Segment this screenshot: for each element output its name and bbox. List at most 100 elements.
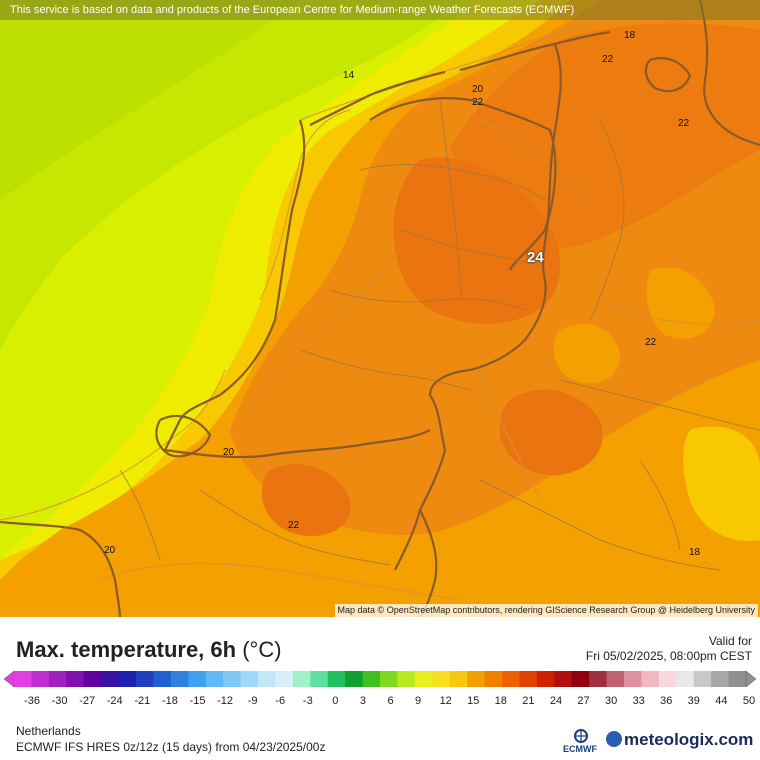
- color-scale-bar: [4, 671, 756, 687]
- color-scale-cell: [536, 671, 555, 687]
- color-scale-cell: [31, 671, 50, 687]
- scale-tick-label: 33: [632, 695, 645, 707]
- color-scale-cell: [362, 671, 381, 687]
- color-scale-cell: [571, 671, 590, 687]
- scale-tick-label: 0: [332, 695, 339, 707]
- color-scale-cell: [624, 671, 642, 687]
- color-scale-cell: [502, 671, 520, 687]
- scale-tick-label: -27: [79, 695, 96, 707]
- color-scale-cell: [519, 671, 538, 687]
- scale-tick-label: 36: [660, 695, 673, 707]
- color-scale-cell: [83, 671, 102, 687]
- scale-tick-label: 39: [687, 695, 700, 707]
- contour-label-24-center: 24: [527, 249, 544, 266]
- color-scale-cell: [66, 671, 85, 687]
- contour-label-20-zeeland: 20: [223, 447, 235, 458]
- map-attribution[interactable]: Map data © OpenStreetMap contributors, r…: [334, 604, 758, 617]
- contour-label-20-coast: 20: [472, 84, 484, 95]
- color-scale-cell: [414, 671, 433, 687]
- contour-label-22-south: 22: [288, 520, 300, 531]
- contour-label-14-sea: 14: [343, 70, 355, 81]
- color-scale-cell: [327, 671, 346, 687]
- color-scale-cell: [170, 671, 189, 687]
- scale-tick-label: -36: [24, 695, 40, 707]
- color-scale-cell: [641, 671, 660, 687]
- color-scale-cell: [658, 671, 677, 687]
- scale-tick-label: -15: [189, 695, 206, 707]
- color-scale-cell: [205, 671, 224, 687]
- valid-date: Fri 05/02/2025, 08:00pm CEST: [585, 649, 752, 663]
- meteologix-logo[interactable]: meteologix.com: [606, 730, 753, 750]
- contour-label-20-southwest: 20: [104, 545, 116, 556]
- scale-tick-label: -24: [106, 695, 123, 707]
- color-scale-cell: [101, 671, 120, 687]
- scale-tick-label: 24: [549, 695, 563, 707]
- scale-tick-label: 30: [604, 695, 618, 707]
- color-scale-cell: [136, 671, 154, 687]
- scale-right-arrow-icon: [745, 671, 756, 687]
- color-scale-cell: [432, 671, 451, 687]
- map-title-text: Max. temperature, 6h: [16, 637, 237, 662]
- contour-label-18-right-bottom: 18: [689, 547, 701, 558]
- contour-label-22-north: 22: [602, 54, 614, 65]
- color-scale-cell: [606, 671, 625, 687]
- color-scale-cell: [467, 671, 486, 687]
- scale-tick-label: -18: [161, 695, 178, 707]
- contour-label-22-coast: 22: [472, 97, 484, 108]
- scale-tick-label: -12: [217, 695, 233, 707]
- scale-tick-label: -30: [51, 695, 68, 707]
- color-scale-cell: [711, 671, 730, 687]
- scale-left-arrow-icon: [4, 671, 15, 687]
- color-scale-cell: [676, 671, 695, 687]
- color-scale-cell: [240, 671, 259, 687]
- color-scale-cell: [449, 671, 468, 687]
- color-scale-cell: [118, 671, 137, 687]
- color-scale-cell: [153, 671, 172, 687]
- color-scale-cell: [728, 671, 747, 687]
- scale-tick-label: 21: [522, 695, 535, 707]
- meteologix-logo-icon: [606, 731, 622, 747]
- scale-tick-label: 3: [359, 695, 366, 707]
- scale-tick-label: 15: [467, 695, 480, 707]
- color-scale-cell: [292, 671, 311, 687]
- scale-tick-label: 6: [387, 695, 394, 707]
- contour-label-22-southeast: 22: [645, 337, 657, 348]
- color-scale-cell: [345, 671, 364, 687]
- scale-tick-label: 44: [715, 695, 728, 707]
- valid-for-label: Valid for: [708, 634, 752, 648]
- scale-tick-label: -3: [302, 695, 313, 707]
- temperature-map-canvas: [0, 0, 760, 617]
- color-scale-cell: [397, 671, 416, 687]
- region-name: Netherlands: [16, 724, 81, 738]
- scale-tick-label: -21: [134, 695, 151, 707]
- contour-label-22-east: 22: [678, 118, 690, 129]
- scale-tick-label: 27: [577, 695, 590, 707]
- color-scale-cell: [484, 671, 503, 687]
- scale-tick-label: 50: [742, 695, 756, 707]
- legend-footer: Max. temperature, 6h (°C) Valid for Fri …: [0, 617, 760, 760]
- scale-tick-label: -9: [247, 695, 258, 707]
- color-scale-cell: [258, 671, 276, 687]
- meteologix-logo-text: meteologix.com: [624, 730, 754, 749]
- color-scale-cell: [554, 671, 573, 687]
- color-scale-cell: [48, 671, 67, 687]
- color-scale-cell: [310, 671, 329, 687]
- ecmwf-logo-icon: [574, 729, 588, 743]
- scale-tick-label: 9: [415, 695, 422, 707]
- scale-tick-label: 18: [494, 695, 507, 707]
- color-scale-ticks: -36 -30 -27 -24 -21 -18 -15 -12 -9 -6 -3 0 3 6 9 12 15 18…: [0, 695, 760, 709]
- scale-tick-label: -6: [275, 695, 286, 707]
- color-scale-cell: [223, 671, 242, 687]
- contour-label-18-top-right: 18: [624, 30, 636, 41]
- ecmwf-disclaimer: This service is based on data and produc…: [0, 0, 760, 20]
- color-scale-cell: [275, 671, 294, 687]
- color-scale-cell: [693, 671, 712, 687]
- color-scale-cell: [589, 671, 608, 687]
- model-info: ECMWF IFS HRES 0z/12z (15 days) from 04/…: [16, 740, 326, 754]
- map-title: Max. temperature, 6h (°C): [16, 637, 282, 663]
- ecmwf-logo-text: ECMWF: [563, 744, 597, 754]
- color-scale-cell: [14, 671, 32, 687]
- color-scale-cell: [188, 671, 207, 687]
- scale-tick-label: 12: [439, 695, 452, 707]
- temperature-map[interactable]: This service is based on data and produc…: [0, 0, 760, 617]
